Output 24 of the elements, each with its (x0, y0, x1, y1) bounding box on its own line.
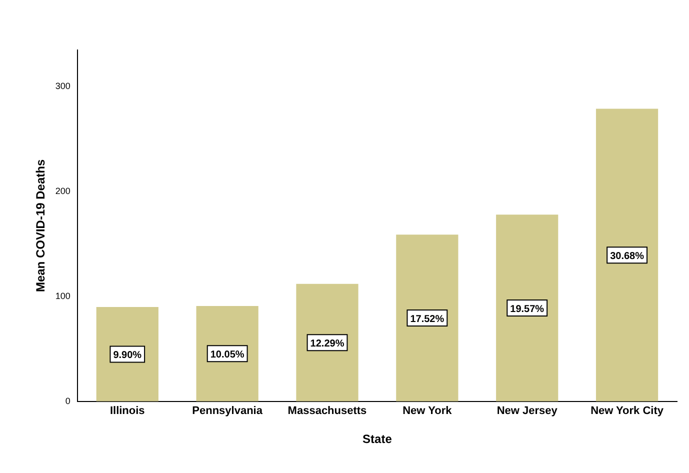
annotation: 17.52% (410, 314, 444, 325)
bar (596, 108, 658, 402)
y-tick-label: 0 (65, 396, 70, 406)
bar (396, 234, 458, 402)
annotation: 30.68% (610, 250, 644, 262)
bar (96, 306, 158, 402)
x-tick-label: New York (402, 405, 453, 418)
bar (196, 306, 258, 402)
y-tick-label: 200 (55, 186, 70, 196)
x-axis-title: State (362, 432, 392, 446)
annotation: 12.29% (310, 338, 344, 350)
y-tick-label: 300 (55, 81, 70, 92)
x-tick-label: Massachusetts (288, 405, 367, 418)
annotation: 9.90% (113, 350, 142, 361)
annotation: 19.57% (510, 304, 544, 315)
y-tick-label: 100 (55, 290, 70, 301)
annotation: 10.05% (210, 349, 244, 360)
x-tick-label: New York City (590, 405, 664, 418)
x-tick-label: Pennsylvania (192, 405, 264, 418)
x-tick-label: New Jersey (496, 405, 558, 418)
x-tick-label: Illinois (110, 405, 145, 418)
bar (496, 214, 558, 402)
y-axis-title: Mean COVID-19 Deaths (34, 159, 48, 292)
bar (296, 284, 358, 402)
